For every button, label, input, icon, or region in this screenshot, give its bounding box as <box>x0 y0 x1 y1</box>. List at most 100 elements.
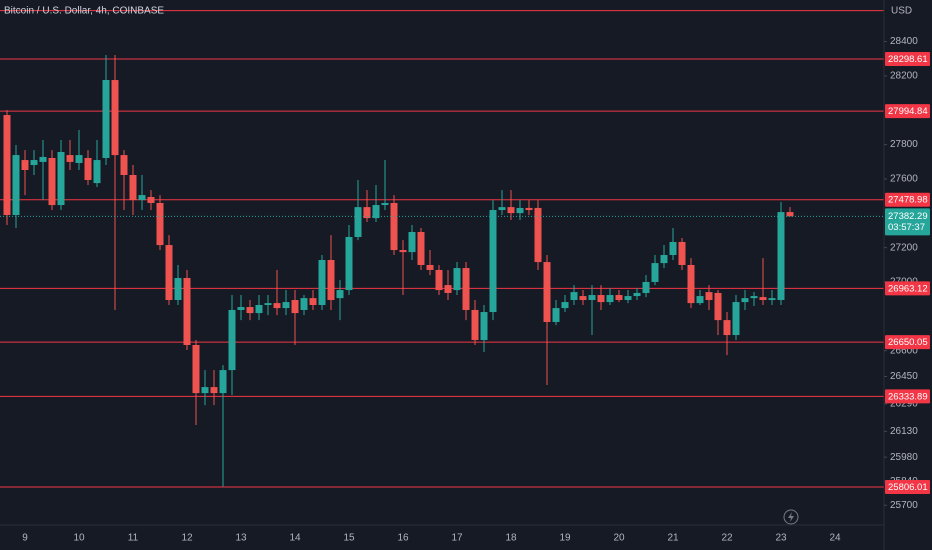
candle-body <box>156 202 164 246</box>
x-tick-label: 23 <box>775 533 787 544</box>
level-label-bg <box>885 104 930 119</box>
chart-title: Bitcoin / U.S. Dollar, 4h, COINBASE <box>4 6 164 17</box>
countdown: 03:57:37 <box>888 222 925 233</box>
candle-body <box>561 302 569 309</box>
candle-body <box>381 202 389 206</box>
candle-body <box>264 303 272 305</box>
candle-body <box>426 264 434 270</box>
candle-body <box>300 298 308 310</box>
candle-body <box>471 309 479 341</box>
candle-body <box>579 296 587 301</box>
candle-body <box>21 160 29 171</box>
y-tick-label: 26130 <box>890 426 918 437</box>
candle-body <box>732 302 740 336</box>
y-tick-label: 25700 <box>890 500 918 511</box>
candle-body <box>597 295 605 303</box>
candle-body <box>84 157 92 180</box>
candle-body <box>192 345 200 394</box>
candle-body <box>543 262 551 322</box>
price-labels: 28298.61 27994.84 27478.98 26963.12 26650.05… <box>885 51 930 495</box>
candle-body <box>606 295 614 303</box>
candle-body <box>687 264 695 304</box>
candle-body <box>678 241 686 265</box>
candle-body <box>669 241 677 256</box>
candle-body <box>93 160 101 184</box>
y-tick-label: 26600 <box>890 345 918 356</box>
candle-body <box>282 302 290 309</box>
y-tick-label: 27800 <box>890 139 918 150</box>
candle-body <box>705 292 713 301</box>
candle-body <box>255 304 263 314</box>
candle-body <box>498 207 506 211</box>
x-tick-label: 13 <box>235 533 247 544</box>
candle-body <box>453 268 461 291</box>
candle-body <box>633 292 641 297</box>
y-tick-label: 26450 <box>890 371 918 382</box>
x-tick-label: 19 <box>559 533 571 544</box>
candle-body <box>345 236 353 291</box>
x-tick-label: 22 <box>721 533 733 544</box>
level-label: 25806.01 <box>888 482 928 493</box>
x-tick-label: 20 <box>613 533 625 544</box>
candle-body <box>48 157 56 206</box>
currency: USD <box>891 6 912 17</box>
x-tick-label: 12 <box>181 533 193 544</box>
candle-body <box>318 260 326 305</box>
candle-body <box>741 298 749 303</box>
level-label-bg <box>885 335 930 350</box>
level-label: 27478.98 <box>888 195 928 206</box>
candle-body <box>39 156 47 162</box>
candle-body <box>57 151 65 206</box>
level-label: 26963.12 <box>888 283 928 294</box>
candle-body <box>291 300 299 314</box>
candle-body <box>570 292 578 301</box>
candle-body <box>723 320 731 336</box>
x-tick-label: 15 <box>343 533 355 544</box>
candle-body <box>714 292 722 321</box>
candle-body <box>417 232 425 265</box>
replay-icon[interactable] <box>783 509 799 525</box>
x-tick-label: 18 <box>505 533 517 544</box>
candle-body <box>363 207 371 219</box>
y-tick-label: 26290 <box>890 399 918 410</box>
candle-body <box>768 298 776 301</box>
candle-body <box>165 245 173 301</box>
candle-body <box>3 115 11 216</box>
last-price-label: 27382.29 <box>888 211 928 222</box>
candle-body <box>174 278 182 301</box>
candle-body <box>399 250 407 253</box>
candle-body <box>228 309 236 371</box>
candle-body <box>480 312 488 341</box>
level-label: 27994.84 <box>888 106 928 117</box>
candle-body <box>534 207 542 263</box>
candle-body <box>201 387 209 394</box>
candle-body <box>372 205 380 219</box>
candle-body <box>210 387 218 394</box>
x-tick-label: 9 <box>22 533 28 544</box>
candle-body <box>651 263 659 282</box>
candle-body <box>120 155 128 175</box>
candle-body <box>642 281 650 293</box>
candle-body <box>75 155 83 163</box>
level-label: 28298.61 <box>888 54 928 65</box>
candle-body <box>12 155 20 216</box>
candle-body <box>525 207 533 211</box>
x-tick-label: 14 <box>289 533 301 544</box>
candle-body <box>354 207 362 237</box>
candle-body <box>777 212 785 301</box>
y-tick-label: 27200 <box>890 242 918 253</box>
level-label-bg <box>885 192 930 207</box>
y-tick-label: 27600 <box>890 174 918 185</box>
level-label: 26650.05 <box>888 337 928 348</box>
x-tick-label: 10 <box>73 533 85 544</box>
candle-body <box>759 297 767 301</box>
x-tick-label: 24 <box>829 533 841 544</box>
level-label-bg <box>885 281 930 296</box>
candle-body <box>408 232 416 253</box>
candle-body <box>273 303 281 309</box>
y-tick-label: 25980 <box>890 452 918 463</box>
candle-body <box>489 210 497 313</box>
y-tick-label: 28400 <box>890 36 918 47</box>
candle-body <box>147 196 155 203</box>
candle-body <box>30 160 38 166</box>
